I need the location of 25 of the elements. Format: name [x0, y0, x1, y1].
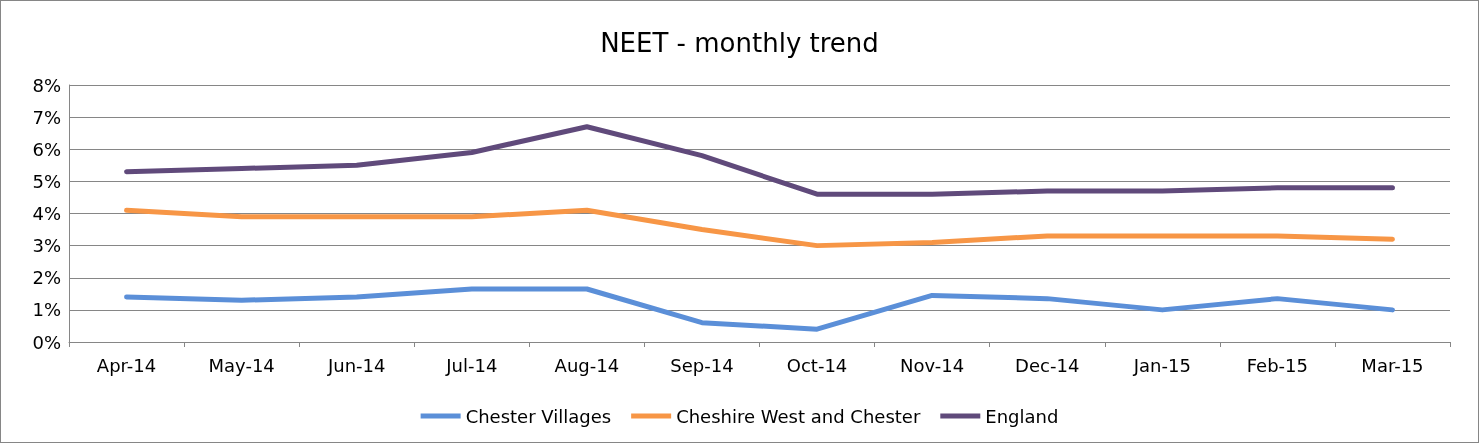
y-tick-label: 1% [32, 299, 61, 321]
x-tick-label: Jun-14 [326, 354, 386, 376]
x-tick-label: Jan-15 [1132, 354, 1191, 376]
x-tick-label: May-14 [208, 354, 275, 376]
y-tick-label: 4% [32, 203, 61, 224]
y-tick-label: 3% [32, 235, 61, 257]
x-tick-label: Dec-14 [1015, 354, 1080, 376]
chart-title: NEET - monthly trend [600, 28, 879, 58]
y-tick-label: 7% [32, 106, 61, 128]
x-tick-label: Aug-14 [554, 354, 620, 376]
y-tick-label: 6% [32, 138, 61, 160]
y-tick-label: 8% [32, 74, 61, 96]
y-tick-label: 2% [32, 267, 61, 289]
y-tick-label: 5% [32, 170, 61, 192]
x-tick-label: Jul-14 [445, 354, 498, 376]
x-tick-label: Nov-14 [900, 354, 965, 376]
x-tick-label: Apr-14 [96, 354, 157, 376]
x-tick-label: Feb-15 [1246, 354, 1309, 376]
legend-label: England [985, 405, 1059, 427]
y-tick-label: 0% [32, 331, 61, 353]
x-tick-label: Oct-14 [786, 354, 848, 376]
x-tick-label: Sep-14 [670, 354, 734, 376]
legend-label: Chester Villages [465, 405, 612, 427]
legend-label: Cheshire West and Chester [676, 405, 921, 427]
x-tick-label: Mar-15 [1361, 354, 1424, 376]
